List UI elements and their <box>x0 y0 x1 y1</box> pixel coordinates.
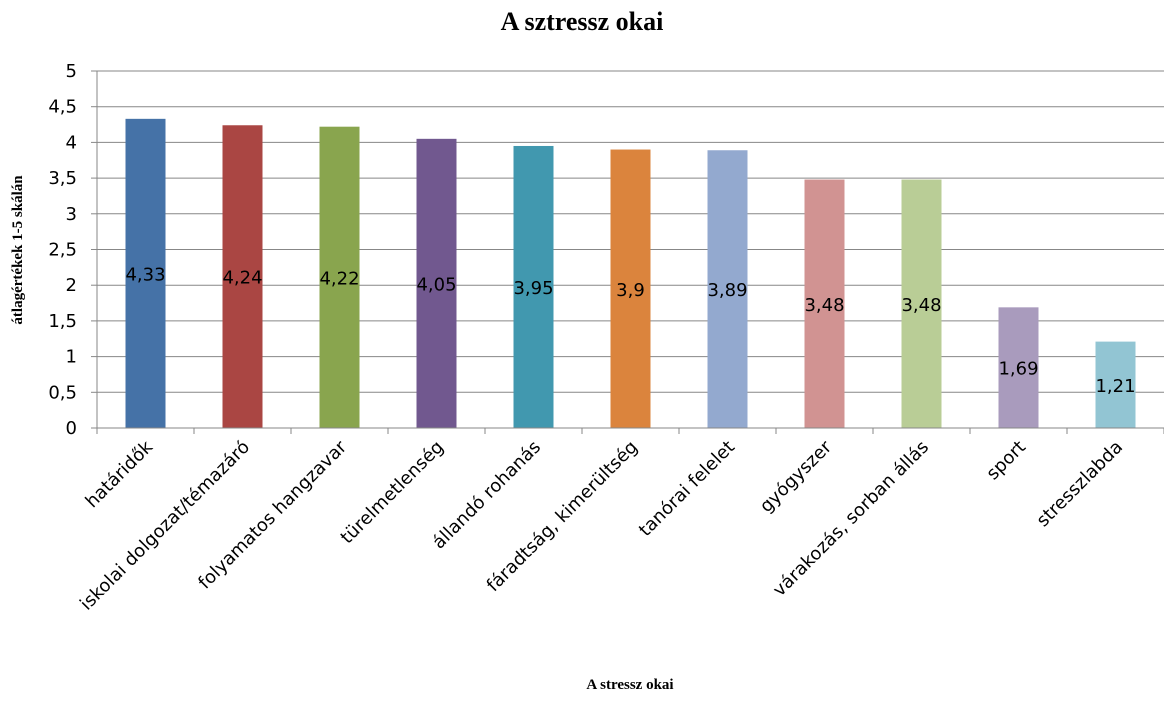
labels: 0 0,5 1 1,5 2 2,5 3 3,5 4 4,5 5 4,33 határidők 4,24 is… <box>48 61 1135 615</box>
y-tick-label: 3 <box>66 204 77 225</box>
y-tick-label: 0 <box>66 418 77 439</box>
data-label: 4,33 <box>125 264 165 285</box>
category-label: tanórai felelet <box>635 437 739 541</box>
y-tick-label: 0,5 <box>48 382 77 403</box>
bar <box>998 307 1039 428</box>
bar <box>416 138 457 428</box>
y-tick-label: 4,5 <box>48 97 77 118</box>
y-tick-label: 4 <box>66 132 77 153</box>
bar <box>125 118 166 428</box>
axes <box>91 70 1164 434</box>
bar <box>901 179 942 428</box>
category-label: gyógyszer <box>756 436 837 517</box>
bar <box>610 149 651 429</box>
category-label: sport <box>982 437 1030 485</box>
data-label: 3,48 <box>901 295 941 316</box>
bar <box>1095 341 1136 428</box>
data-label: 4,24 <box>222 268 262 289</box>
y-axis-title: átlagértékek 1-5 skálán <box>10 175 26 325</box>
y-tick-label: 1,5 <box>48 311 77 332</box>
category-label: várakozás, sorban állás <box>769 437 933 601</box>
bar <box>513 145 554 428</box>
data-label: 3,89 <box>707 280 747 301</box>
y-tick-label: 2 <box>66 275 77 296</box>
chart-title: A sztressz okai <box>501 7 664 36</box>
y-tick-label: 5 <box>66 61 77 82</box>
bar <box>222 125 263 428</box>
y-tick-label: 2,5 <box>48 240 77 261</box>
category-label: iskolai dolgozat/témazáró <box>76 437 254 615</box>
y-tick-label: 1 <box>66 347 77 368</box>
y-tick-label: 3,5 <box>48 168 77 189</box>
category-label: türelmetlenség <box>337 437 448 548</box>
data-label: 3,95 <box>513 278 553 299</box>
bar <box>707 150 748 428</box>
category-label: határidők <box>82 436 158 512</box>
bar <box>319 126 360 428</box>
category-label: stresszlabda <box>1033 437 1127 531</box>
x-axis-title: A stressz okai <box>586 677 673 693</box>
data-label: 1,21 <box>1095 376 1135 397</box>
data-label: 1,69 <box>998 359 1038 380</box>
bars <box>125 118 1136 429</box>
data-label: 4,22 <box>319 268 359 289</box>
bar <box>804 179 845 428</box>
data-label: 4,05 <box>416 274 456 295</box>
data-label: 3,9 <box>616 280 645 301</box>
data-label: 3,48 <box>804 295 844 316</box>
